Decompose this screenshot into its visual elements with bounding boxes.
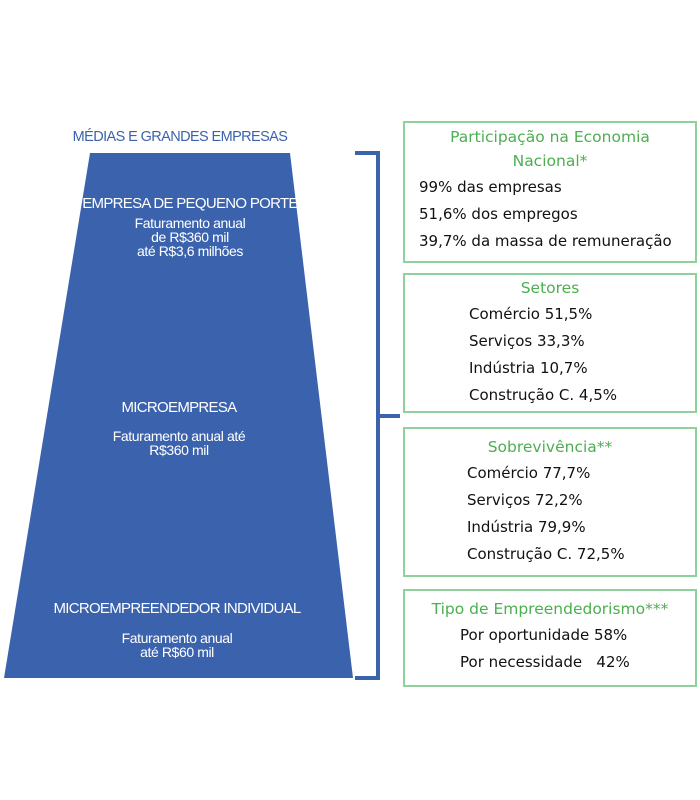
- box-item: 39,7% da massa de remuneração: [419, 232, 672, 250]
- box-item: Serviços 33,3%: [469, 332, 585, 350]
- box-setores: Setores Comércio 51,5% Serviços 33,3% In…: [403, 273, 697, 413]
- box-item: Por oportunidade 58%: [460, 626, 628, 644]
- tier-sub-line: até R$3,6 milhões: [136, 243, 244, 259]
- tier-subtitle: Faturamento anual de R$360 mil até R$3,6…: [40, 216, 340, 258]
- box-item: Comércio 77,7%: [467, 464, 591, 482]
- box-sobrevivencia: Sobrevivência** Comércio 77,7% Serviços …: [403, 427, 697, 577]
- tier-sub-line: R$360 mil: [149, 442, 209, 458]
- box-item: Comércio 51,5%: [469, 305, 593, 323]
- box-item: Indústria 79,9%: [467, 518, 586, 536]
- pyramid-shape: [4, 153, 353, 678]
- box-item: 51,6% dos empregos: [419, 205, 578, 223]
- box-title-line: Nacional*: [512, 152, 588, 170]
- top-label-medias-grandes: MÉDIAS E GRANDES EMPRESAS: [72, 129, 288, 145]
- box-item: Indústria 10,7%: [469, 359, 588, 377]
- tier-sub-line: Faturamento anual até: [112, 428, 246, 444]
- tier-subtitle: Faturamento anual até R$360 mil: [29, 429, 329, 457]
- tier-subtitle: Faturamento anual até R$60 mil: [27, 631, 327, 659]
- tier-title: MICROEMPRESA: [121, 399, 238, 416]
- box-title: Setores: [520, 279, 580, 297]
- box-title-line: Participação na Economia: [450, 128, 650, 146]
- bracket: [355, 151, 400, 680]
- box-item: Construção C. 4,5%: [469, 386, 618, 404]
- tier-pequeno-porte: EMPRESA DE PEQUENO PORTE Faturamento anu…: [40, 195, 340, 258]
- box-item: 99% das empresas: [419, 178, 562, 196]
- tier-title: EMPRESA DE PEQUENO PORTE: [82, 195, 298, 212]
- tier-microempresa: MICROEMPRESA Faturamento anual até R$360…: [29, 399, 329, 457]
- box-item: Por necessidade 42%: [460, 653, 630, 671]
- box-tipo-empreendedorismo: Tipo de Empreendedorismo*** Por oportuni…: [403, 589, 697, 687]
- box-title: Participação na Economia Nacional*: [405, 124, 695, 174]
- tier-sub-line: Faturamento anual: [121, 630, 233, 646]
- tier-sub-line: até R$60 mil: [140, 644, 214, 660]
- box-item: Construção C. 72,5%: [467, 545, 625, 563]
- tier-mei: MICROEMPREENDEDOR INDIVIDUAL Faturamento…: [27, 600, 327, 659]
- tier-title: MICROEMPREENDEDOR INDIVIDUAL: [53, 600, 301, 617]
- tier-sub-line: Faturamento anual: [134, 215, 246, 231]
- box-participacao: Participação na Economia Nacional* 99% d…: [403, 121, 697, 263]
- box-title: Sobrevivência**: [487, 438, 613, 456]
- box-item: Serviços 72,2%: [467, 491, 583, 509]
- box-title: Tipo de Empreendedorismo***: [431, 600, 669, 618]
- tier-sub-line: de R$360 mil: [151, 229, 229, 245]
